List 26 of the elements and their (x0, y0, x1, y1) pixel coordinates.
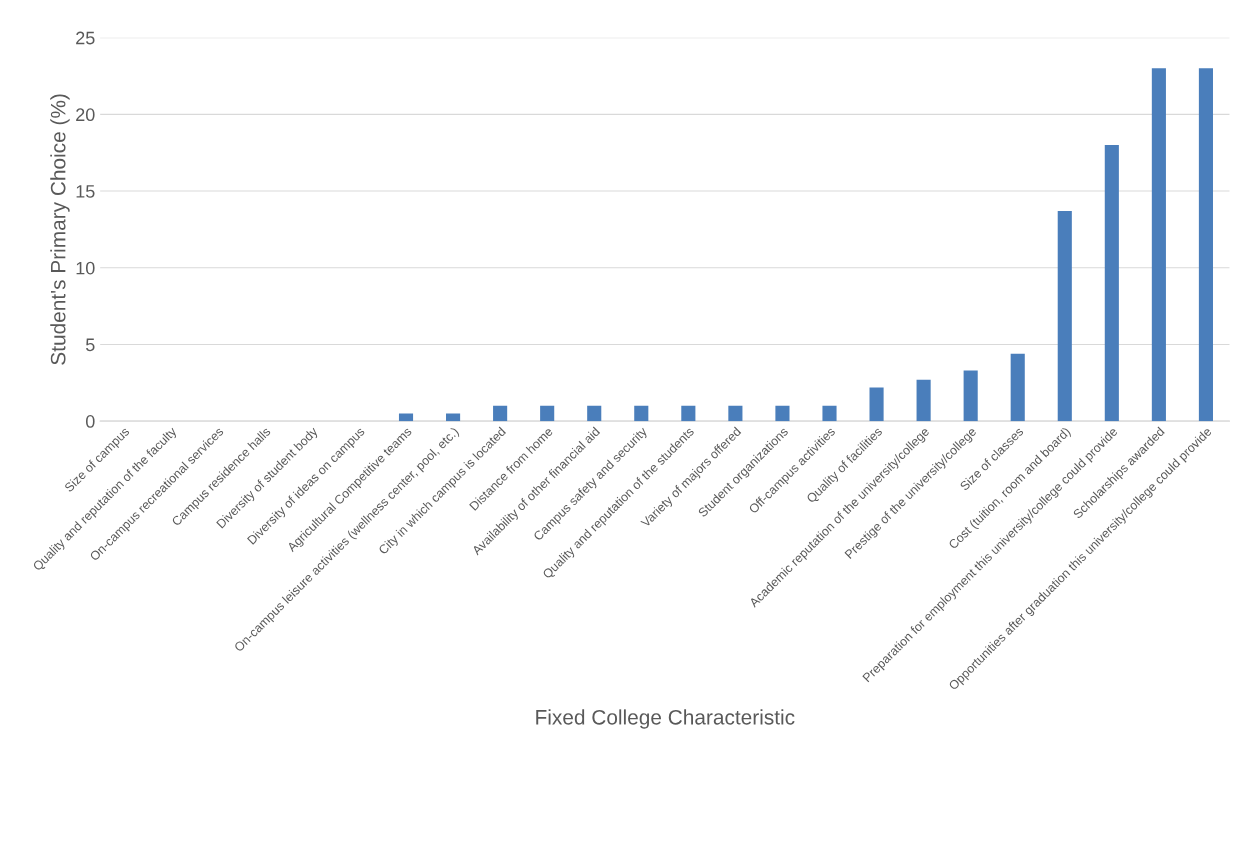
bar (1151, 68, 1166, 422)
bar (916, 379, 931, 422)
bar (1104, 145, 1119, 422)
x-axis-title: Fixed College Characteristic (536, 709, 795, 729)
bar (634, 405, 649, 422)
bar (822, 405, 837, 422)
y-tick-label: 0 (85, 415, 95, 428)
y-tick-label: 5 (85, 338, 95, 352)
bar (1198, 68, 1213, 422)
bar (681, 405, 696, 422)
bar (398, 413, 414, 422)
bar (446, 413, 461, 422)
bar (728, 405, 743, 422)
bar (1057, 211, 1072, 422)
y-tick-label: 20 (76, 108, 95, 122)
bar (540, 405, 555, 422)
bar (587, 405, 602, 422)
y-tick-label: 15 (76, 185, 95, 198)
y-axis-title: Student's Primary Choice (%) (50, 94, 70, 365)
bar (963, 370, 978, 422)
y-tick-label: 25 (76, 31, 95, 45)
y-tick-label: 10 (76, 261, 95, 275)
bar (869, 387, 884, 422)
bar (493, 405, 508, 422)
bar (1010, 353, 1025, 422)
bar (775, 405, 790, 422)
